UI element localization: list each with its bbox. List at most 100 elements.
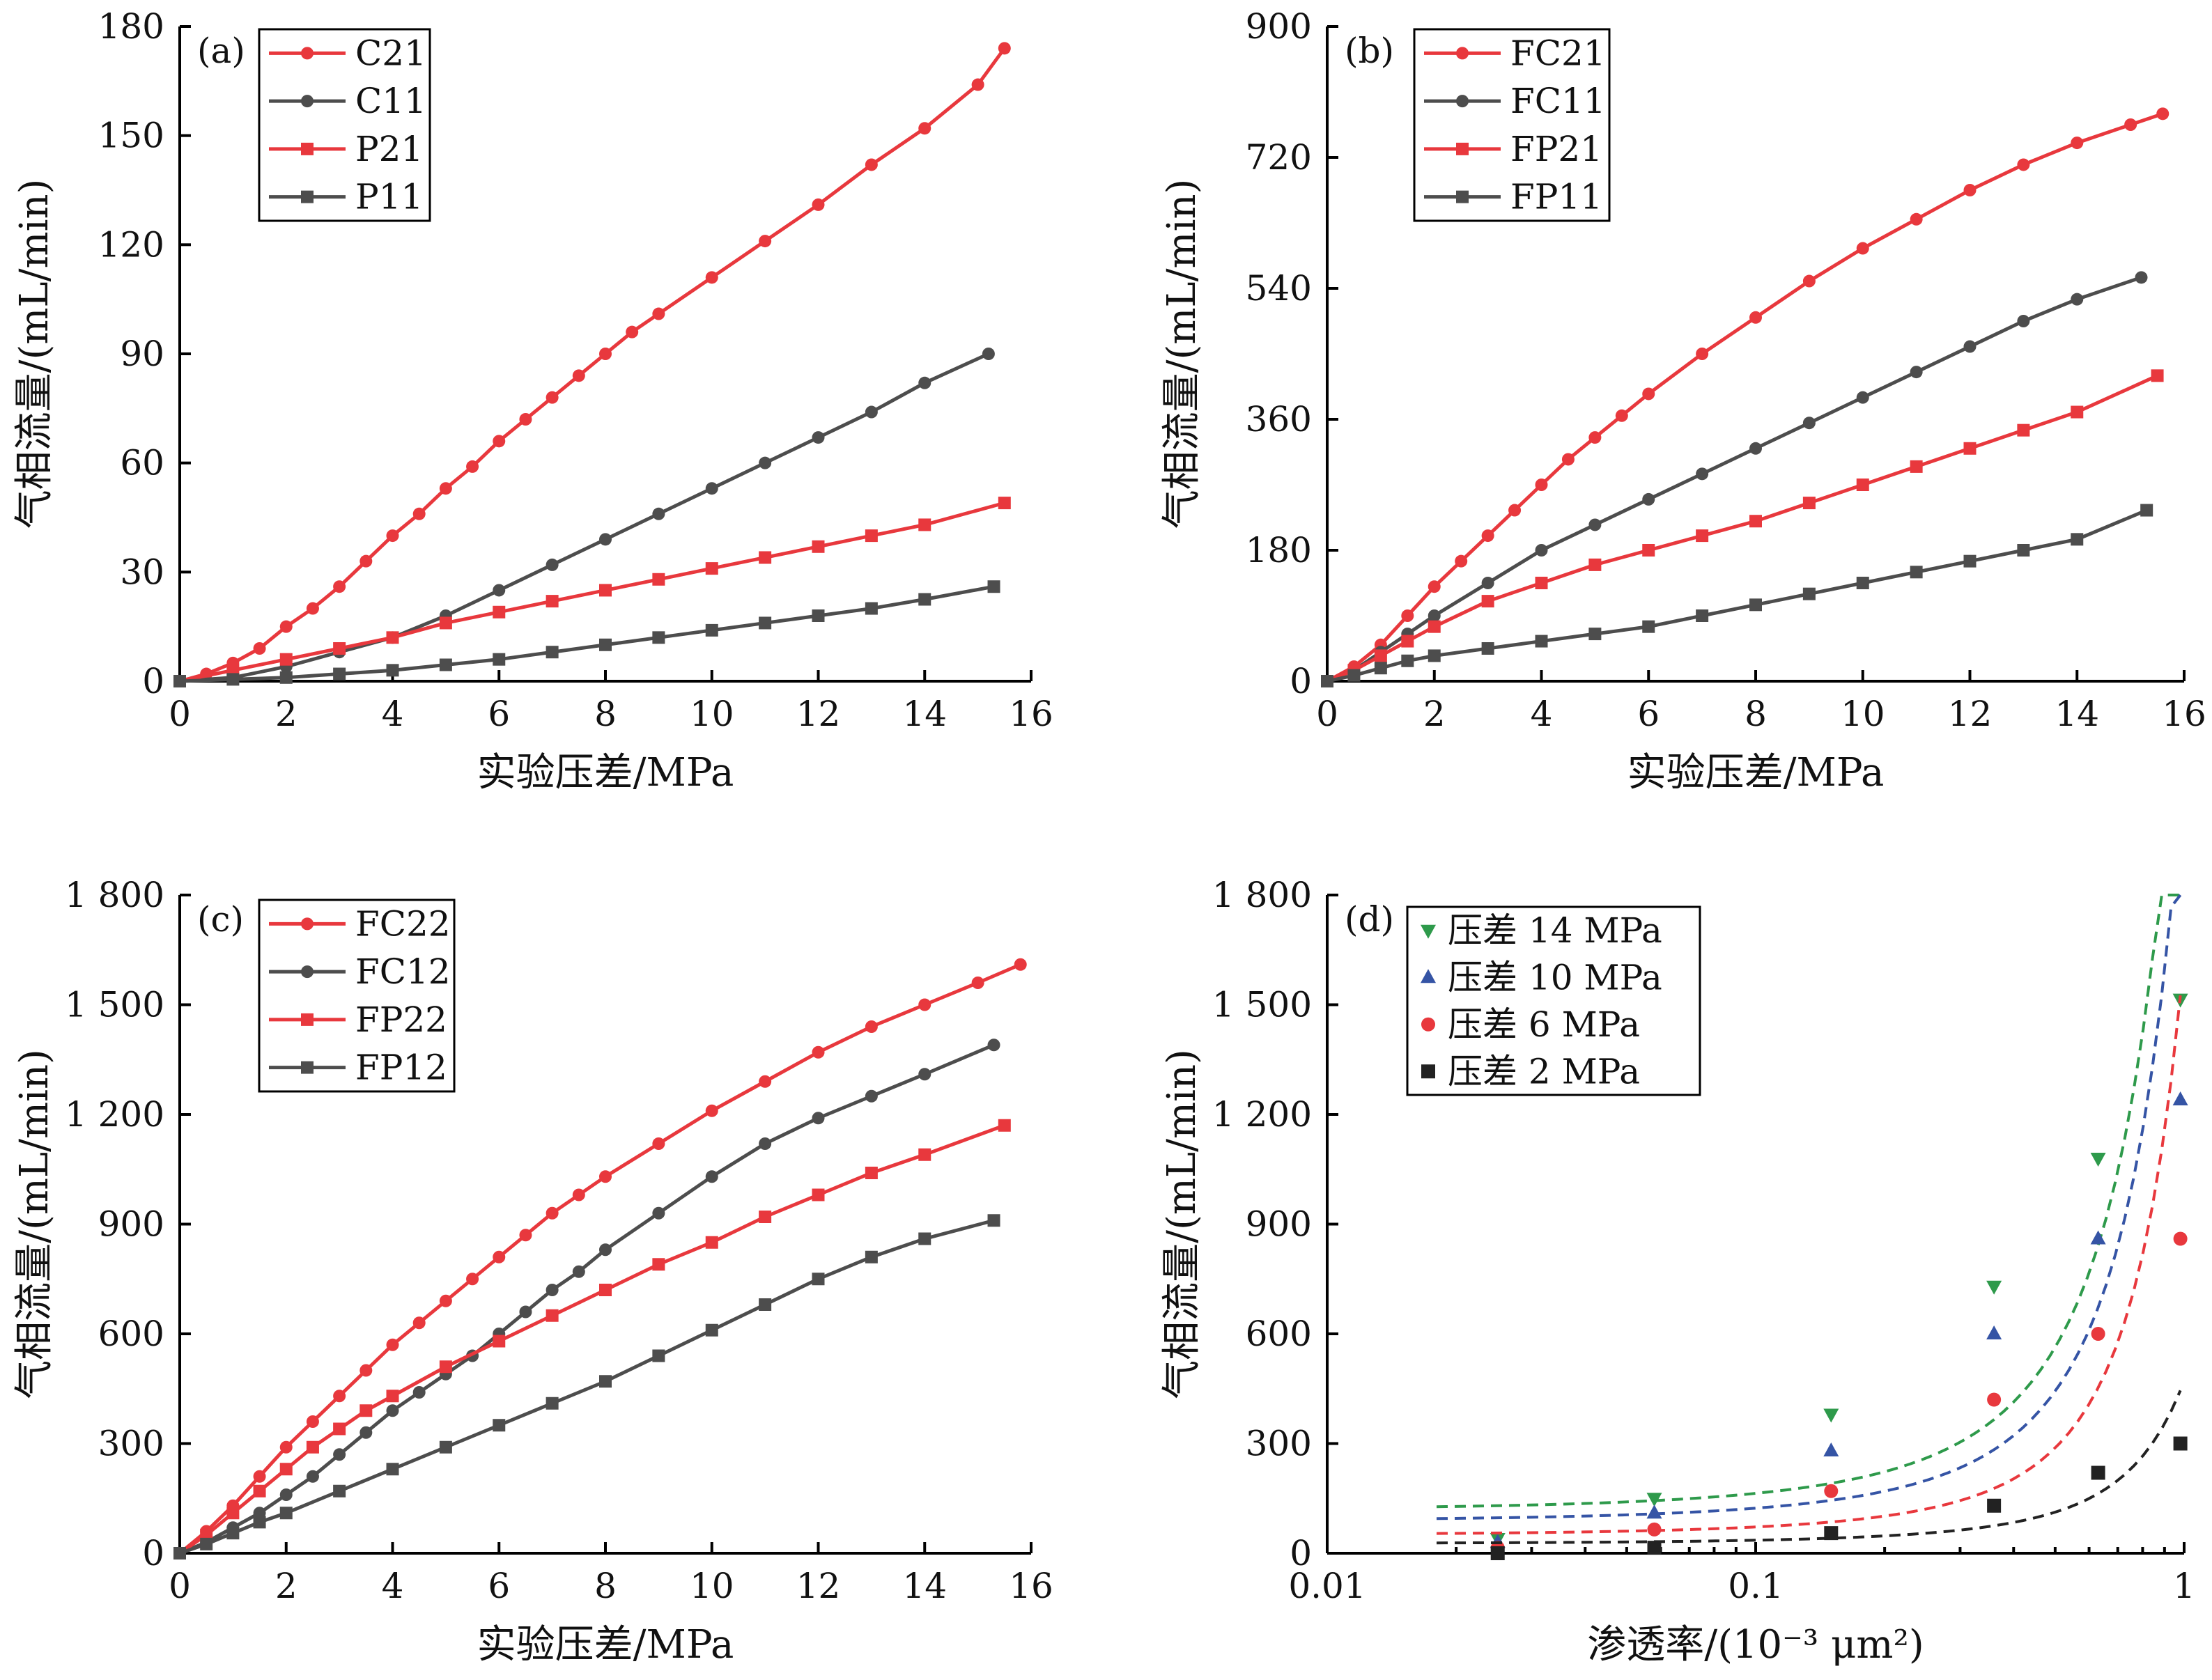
data-point [466,460,479,473]
data-point [2071,405,2084,419]
y-tick-label: 900 [98,1204,164,1245]
data-point [466,1273,479,1286]
legend-item: FC22 [269,903,451,944]
panel-label: (c) [197,899,244,940]
data-point [1749,598,1762,612]
x-tick-label: 6 [488,694,510,734]
data-point [2090,1153,2106,1167]
data-point [1535,544,1548,557]
data-point [812,609,825,622]
data-point [1696,609,1709,622]
x-tick-label: 16 [1009,1566,1053,1606]
data-point [2135,271,2148,284]
data-point [2151,369,2164,382]
y-tick-label: 1 200 [65,1094,164,1135]
data-point [546,595,559,608]
legend-label: FC21 [1510,33,1606,73]
y-axis-title: 气相流量/(mL/min) [12,1049,57,1399]
data-point [1481,529,1494,543]
data-point [1481,642,1494,655]
data-point [493,435,506,448]
series-3 [1321,369,2164,687]
legend-marker [301,190,314,203]
legend-label: P11 [355,177,423,217]
data-point [306,1415,319,1428]
data-point [1588,628,1602,641]
data-point [2017,315,2030,327]
data-point [333,642,346,655]
data-point [2017,544,2030,557]
legend-label: FP21 [1510,129,1602,169]
data-point [652,1258,665,1271]
data-point [971,977,984,989]
data-point [306,602,319,615]
legend-item: FP21 [1424,129,1602,169]
data-point [386,664,399,677]
data-point [1401,609,1414,622]
y-tick-label: 0 [142,1533,164,1573]
series-3 [173,497,1011,687]
data-point [2017,423,2030,437]
panel-label: (b) [1345,31,1394,71]
data-point [987,1214,1000,1227]
data-point [1615,409,1628,422]
legend-marker [1421,1064,1435,1079]
trend-line [1436,1390,2182,1545]
data-point [1910,366,1923,379]
y-tick-label: 1 500 [1212,985,1312,1025]
x-axis-title: 渗透率/(10⁻³ μm²) [1587,1622,1924,1667]
legend-marker [1456,47,1469,60]
data-point [226,1527,240,1540]
series-4 [1321,504,2153,687]
data-point [812,1112,825,1125]
data-point [546,1206,559,1220]
data-point [386,1338,399,1351]
legend-frame [1413,28,1611,222]
y-tick-label: 90 [120,334,164,374]
data-point [1455,554,1468,568]
series-4 [173,580,1000,687]
series-4 [1436,1390,2188,1560]
x-tick-label: 0 [1316,694,1338,734]
data-point [493,653,506,666]
legend-label: C11 [355,81,426,121]
series-1 [173,958,1027,1560]
data-point [439,482,452,495]
panel-b: 0 180 360 540 720 900 0 2 4 6 8 10 12 14 16 实验压差/MPa 气相流… [1159,6,2206,795]
data-point [2071,533,2084,546]
legend-item: 压差 6 MPa [1421,1004,1640,1045]
data-point [759,456,772,469]
data-point [1963,554,1977,568]
data-point [2071,137,2084,150]
series-line [178,1123,1005,1555]
data-point [2173,1436,2188,1451]
data-point [2091,1465,2105,1480]
data-point [200,1537,213,1550]
data-point [1749,311,1762,324]
y-axis-title: 气相流量/(mL/min) [1159,1049,1205,1399]
data-point [812,198,825,211]
data-point [1986,1280,2002,1295]
data-point [359,1404,373,1417]
data-point [705,562,718,575]
data-point [173,1547,186,1560]
legend-label: FC22 [355,903,451,944]
x-tick-label: 8 [594,1566,617,1606]
x-tick-label: 8 [1745,694,1767,734]
data-point [306,1470,319,1483]
x-tick-label: 4 [382,1566,404,1606]
data-point [759,235,772,248]
data-point [1802,274,1816,288]
data-point [253,1470,266,1483]
data-point [1508,504,1522,517]
data-point [998,497,1011,510]
series-1 [1321,107,2170,687]
data-point [812,431,825,444]
data-point [333,1484,346,1498]
x-tick-label: 12 [1948,694,1993,734]
data-point [865,1089,878,1103]
data-point [918,518,931,531]
data-point [705,271,718,284]
x-tick-label: 6 [488,1566,510,1606]
legend-marker [1421,969,1436,983]
